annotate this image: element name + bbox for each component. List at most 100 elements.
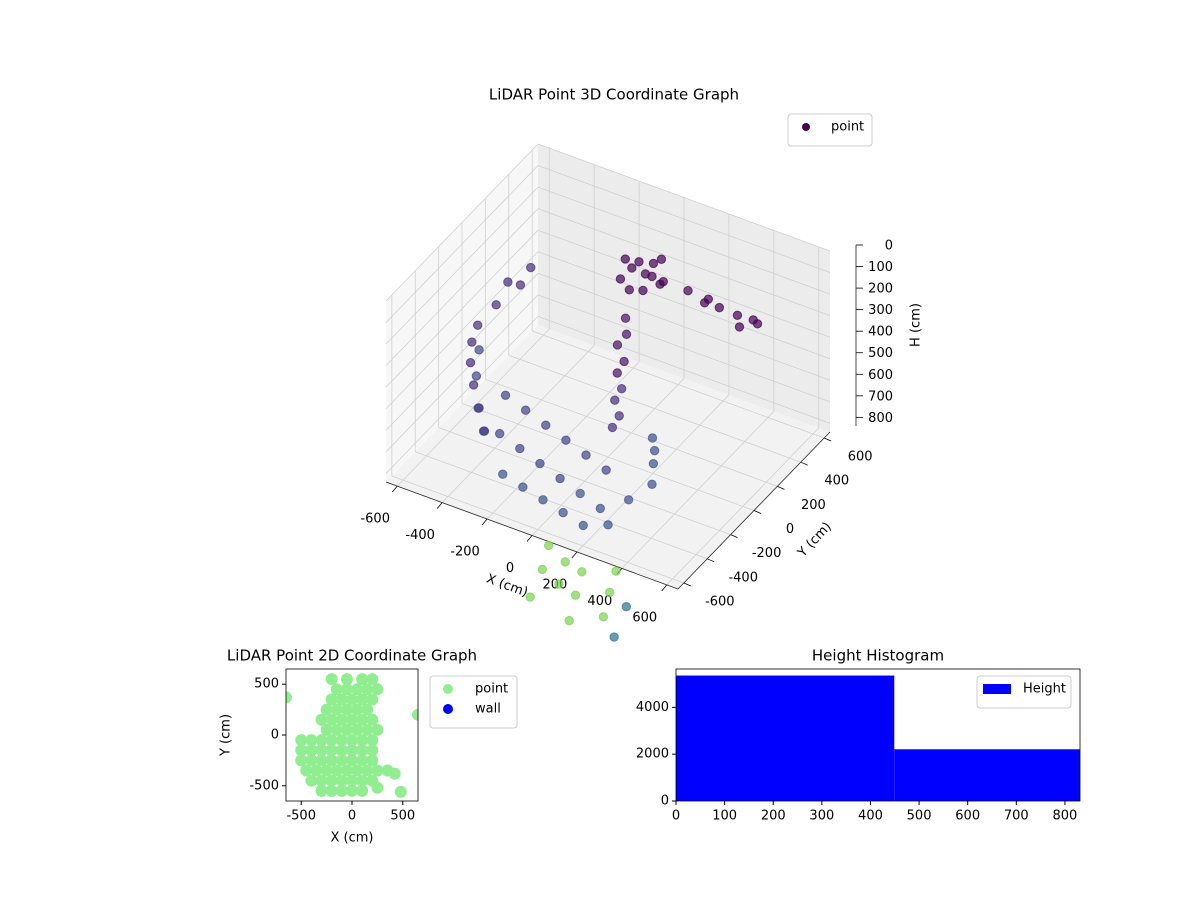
data-point [611, 566, 621, 576]
data-point [647, 271, 657, 282]
data-point [356, 774, 369, 787]
data-point [604, 587, 615, 598]
y-tick-label: 600 [848, 450, 873, 465]
legend-marker [802, 123, 810, 131]
data-point [335, 774, 348, 787]
data-point [473, 403, 483, 413]
data-point [356, 744, 369, 757]
data-point [554, 579, 564, 589]
data-point [465, 357, 476, 368]
data-point [494, 428, 505, 439]
x-tick-label: 200 [761, 809, 786, 824]
y-tick-label: 0 [271, 728, 279, 743]
data-point [325, 693, 338, 706]
data-point [621, 601, 632, 612]
data-point [612, 368, 622, 378]
data-point [515, 443, 525, 454]
data-point [325, 754, 338, 767]
x-tick-label: -400 [405, 528, 435, 543]
chart-title: LiDAR Point 2D Coordinate Graph [227, 647, 477, 665]
axis-line [385, 481, 679, 590]
data-point [330, 764, 343, 777]
data-point [478, 426, 489, 436]
grid-line [508, 354, 801, 463]
data-point [305, 774, 318, 787]
tick-mark [661, 584, 668, 592]
grid-line [537, 229, 831, 338]
z-tick-label: 500 [868, 346, 893, 361]
data-point [315, 713, 328, 726]
data-point [295, 754, 308, 767]
grid-line [537, 143, 831, 252]
grid-line [537, 316, 831, 424]
z-tick-label: 300 [868, 303, 893, 318]
data-point [351, 764, 364, 777]
data-point [305, 754, 318, 767]
data-point [295, 734, 308, 747]
data-point [346, 713, 358, 726]
data-point [335, 693, 348, 706]
data-point [609, 632, 619, 642]
z-tick-label: 600 [868, 368, 893, 383]
data-point [526, 262, 536, 273]
data-point [330, 683, 343, 696]
data-point [648, 258, 659, 269]
data-point [541, 420, 551, 430]
data-point [535, 458, 545, 469]
data-point [325, 774, 338, 787]
data-point [699, 298, 710, 308]
grid-line [385, 208, 539, 366]
data-point [473, 320, 483, 330]
data-point [471, 371, 482, 381]
legend-marker [443, 704, 453, 714]
data-point [361, 683, 374, 696]
y-tick-label: 200 [801, 498, 826, 513]
data-point [315, 754, 328, 767]
data-point [752, 319, 763, 329]
x-tick-label: 600 [632, 610, 657, 625]
data-point [620, 313, 631, 323]
data-point [388, 767, 401, 780]
data-point [619, 356, 629, 367]
data-point [346, 784, 358, 797]
grid-line [385, 186, 539, 345]
y-tick-label: -400 [728, 570, 758, 585]
data-point [614, 411, 624, 421]
data-point [537, 564, 548, 575]
data-point [351, 703, 364, 716]
z-tick-label: 400 [868, 325, 893, 340]
x-tick-label: 500 [907, 809, 932, 824]
data-point [305, 734, 318, 747]
grid-line [385, 294, 539, 453]
grid-line [385, 143, 539, 302]
data-point [648, 458, 659, 469]
data-point [623, 495, 634, 505]
axes-frame [675, 668, 1081, 802]
x-tick-label: -200 [450, 545, 480, 560]
z-axis-label: H (cm) [909, 303, 924, 347]
data-point [356, 713, 369, 726]
data-point [340, 683, 353, 696]
grid-line [385, 229, 539, 388]
y-tick-label: 400 [824, 474, 849, 489]
data-point [330, 723, 343, 736]
data-point [620, 254, 630, 264]
grid-line [537, 208, 831, 317]
x-tick-label: 500 [390, 809, 415, 824]
data-point [732, 310, 743, 320]
grid-line [415, 451, 708, 560]
grid-line [537, 272, 831, 381]
legend-swatch [983, 684, 1011, 694]
data-point [371, 764, 384, 777]
data-point [346, 744, 358, 757]
data-point [335, 784, 348, 797]
data-point [330, 703, 343, 716]
legend-label: point [831, 120, 864, 135]
data-point [320, 703, 333, 716]
data-point [518, 482, 528, 492]
data-point [325, 673, 338, 686]
data-point [340, 764, 353, 777]
data-point [335, 713, 348, 726]
data-point [300, 764, 313, 777]
x-tick-label: 700 [1004, 809, 1029, 824]
